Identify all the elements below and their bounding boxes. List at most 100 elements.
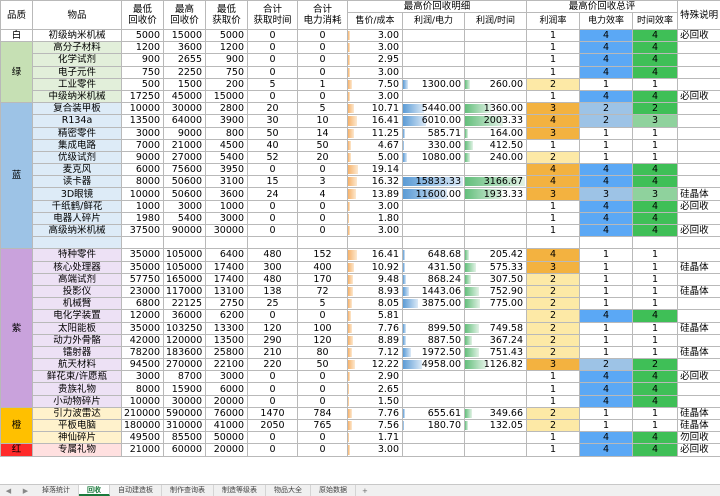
min-get-cell[interactable]: 1200 [205, 41, 248, 55]
item-name-cell[interactable]: 引力波雷达 [32, 406, 122, 421]
total-time-cell[interactable]: 120 [247, 321, 298, 335]
special-note-cell[interactable] [677, 248, 720, 262]
item-name-cell[interactable]: 工业零件 [32, 77, 122, 91]
total-power-cell[interactable]: 0 [297, 65, 348, 79]
power-eff-cell[interactable]: 1 [579, 260, 634, 274]
profit-power-cell[interactable]: 11600.00 [402, 187, 465, 201]
min-get-cell[interactable]: 13100 [205, 284, 248, 299]
time-eff-cell[interactable]: 3 [632, 114, 679, 128]
power-eff-cell[interactable]: 4 [579, 431, 634, 445]
total-power-cell[interactable]: 0 [297, 163, 348, 177]
time-eff-cell[interactable]: 4 [632, 175, 679, 189]
profit-power-cell[interactable] [402, 211, 465, 226]
max-price-cell[interactable]: 2655 [163, 53, 206, 67]
max-price-cell[interactable]: 590000 [163, 406, 206, 421]
max-price-cell[interactable]: 60000 [163, 443, 206, 457]
total-time-cell[interactable]: 1470 [247, 406, 298, 421]
time-eff-cell[interactable]: 4 [632, 28, 679, 43]
max-price-cell[interactable]: 105000 [163, 248, 206, 262]
profit-time-cell[interactable] [463, 382, 528, 396]
special-note-cell[interactable]: 硅晶体 [677, 406, 720, 421]
total-power-cell[interactable] [297, 236, 348, 250]
item-name-cell[interactable]: 复合装甲板 [32, 102, 122, 116]
power-eff-cell[interactable]: 4 [579, 28, 634, 43]
min-price-cell[interactable]: 57750 [121, 272, 164, 286]
price-cost-cell[interactable]: 5.00 [347, 150, 403, 165]
profit-rate-cell[interactable]: 1 [526, 431, 581, 445]
max-price-cell[interactable]: 50600 [163, 175, 206, 189]
time-eff-cell[interactable]: 4 [632, 370, 679, 384]
total-time-cell[interactable]: 0 [247, 370, 298, 384]
special-note-cell[interactable]: 硅晶体 [677, 321, 720, 335]
item-name-cell[interactable]: R134a [32, 114, 122, 128]
power-eff-cell[interactable]: 2 [579, 114, 634, 128]
profit-rate-cell[interactable]: 3 [526, 358, 581, 372]
special-note-cell[interactable] [677, 138, 720, 152]
total-power-cell[interactable]: 10 [297, 114, 348, 128]
item-name-cell[interactable]: 优级试剂 [32, 150, 122, 165]
profit-power-cell[interactable] [402, 28, 465, 43]
min-price-cell[interactable]: 35000 [121, 260, 164, 274]
min-price-cell[interactable]: 21000 [121, 443, 164, 457]
price-cost-cell[interactable]: 3.00 [347, 89, 403, 104]
profit-time-cell[interactable] [463, 370, 528, 384]
min-get-cell[interactable]: 3950 [205, 163, 248, 177]
profit-rate-cell[interactable]: 2 [526, 150, 581, 165]
time-eff-cell[interactable] [632, 236, 679, 250]
min-get-cell[interactable]: 5400 [205, 150, 248, 165]
quality-cell[interactable]: 绿 [0, 41, 33, 104]
special-note-cell[interactable] [677, 333, 720, 347]
profit-power-cell[interactable]: 1972.50 [402, 345, 465, 360]
time-eff-cell[interactable]: 4 [632, 394, 679, 408]
power-eff-cell[interactable]: 4 [579, 443, 634, 457]
min-get-cell[interactable]: 13500 [205, 333, 248, 347]
price-cost-cell[interactable]: 3.00 [347, 223, 403, 238]
time-eff-cell[interactable]: 1 [632, 333, 679, 347]
max-price-cell[interactable]: 45000 [163, 89, 206, 104]
max-price-cell[interactable]: 270000 [163, 358, 206, 372]
total-power-cell[interactable]: 765 [297, 418, 348, 433]
price-cost-cell[interactable]: 16.32 [347, 175, 403, 189]
time-eff-cell[interactable]: 4 [632, 443, 679, 457]
max-price-cell[interactable]: 3600 [163, 41, 206, 55]
special-note-cell[interactable] [677, 358, 720, 372]
time-eff-cell[interactable]: 1 [632, 150, 679, 165]
profit-time-cell[interactable] [463, 309, 528, 323]
header-special[interactable]: 特殊说明 [677, 0, 720, 30]
profit-time-cell[interactable]: 775.00 [463, 297, 528, 311]
min-get-cell[interactable]: 3900 [205, 114, 248, 128]
price-cost-cell[interactable]: 2.65 [347, 382, 403, 396]
time-eff-cell[interactable]: 1 [632, 248, 679, 262]
item-name-cell[interactable]: 投影仪 [32, 284, 122, 299]
total-power-cell[interactable]: 14 [297, 126, 348, 140]
total-power-cell[interactable]: 20 [297, 150, 348, 165]
total-time-cell[interactable]: 15 [247, 175, 298, 189]
time-eff-cell[interactable]: 1 [632, 272, 679, 286]
max-price-cell[interactable]: 310000 [163, 418, 206, 433]
price-cost-cell[interactable]: 13.89 [347, 187, 403, 201]
profit-power-cell[interactable]: 330.00 [402, 138, 465, 152]
profit-time-cell[interactable]: 1126.82 [463, 358, 528, 372]
sheet-tab[interactable]: 制造等级表 [214, 485, 266, 496]
profit-power-cell[interactable] [402, 370, 465, 384]
min-price-cell[interactable]: 1980 [121, 211, 164, 226]
quality-cell[interactable]: 蓝 [0, 102, 33, 250]
min-get-cell[interactable]: 3000 [205, 370, 248, 384]
profit-rate-cell[interactable]: 1 [526, 199, 581, 213]
sheet-tab[interactable]: 回收 [79, 485, 110, 496]
item-name-cell[interactable]: 高级纳米机械 [32, 223, 122, 238]
profit-power-cell[interactable] [402, 394, 465, 408]
next-sheet-icon[interactable]: ▶ [22, 486, 29, 495]
special-note-cell[interactable] [677, 382, 720, 396]
item-name-cell[interactable]: 贵族礼物 [32, 382, 122, 396]
total-time-cell[interactable]: 0 [247, 163, 298, 177]
min-get-cell[interactable]: 17400 [205, 260, 248, 274]
total-power-cell[interactable]: 0 [297, 53, 348, 67]
total-time-cell[interactable]: 52 [247, 150, 298, 165]
total-time-cell[interactable]: 50 [247, 126, 298, 140]
profit-time-cell[interactable]: 749.58 [463, 321, 528, 335]
power-eff-cell[interactable]: 3 [579, 187, 634, 201]
total-time-cell[interactable]: 480 [247, 248, 298, 262]
max-price-cell[interactable]: 22125 [163, 297, 206, 311]
special-note-cell[interactable]: 必回收 [677, 443, 720, 457]
